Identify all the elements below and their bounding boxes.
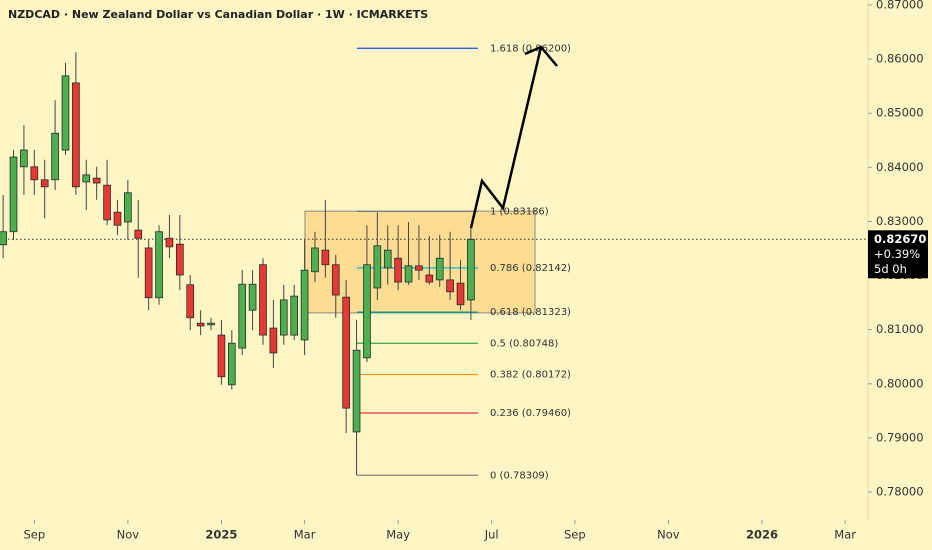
countdown-label: 5d 0h (874, 262, 907, 276)
y-tick-label: 0.83000 (876, 214, 924, 228)
candle-body (435, 257, 444, 281)
candle-body (196, 322, 205, 327)
y-tick-label: 0.85000 (876, 106, 924, 120)
candle-body (383, 249, 392, 269)
candle-body (207, 322, 215, 326)
y-tick-label: 0.81000 (876, 322, 924, 336)
candle-body (20, 149, 28, 168)
x-tick-label: Nov (657, 528, 680, 542)
candle-body (186, 284, 195, 319)
candle-body (248, 283, 257, 311)
candle-body (300, 269, 309, 341)
candle-body (217, 334, 226, 378)
candle-body (72, 82, 80, 188)
candle-body (51, 132, 59, 181)
x-tick-label: Mar (834, 528, 856, 542)
y-tick-label: 0.87000 (876, 0, 924, 12)
candle-body (144, 247, 153, 299)
candle-body (352, 349, 361, 433)
candle-body (404, 265, 413, 283)
x-tick-label: May (386, 528, 410, 542)
candle-body (134, 229, 143, 239)
candle-body (290, 295, 299, 336)
candle-body (238, 283, 247, 349)
candle-body (40, 179, 49, 188)
x-tick-label: Nov (117, 528, 140, 542)
candle-body (467, 238, 475, 301)
candle-body (155, 231, 163, 299)
candle-body (321, 249, 330, 266)
candle-body (30, 166, 39, 181)
fib-label: 0.382 (0.80172) (490, 369, 571, 380)
y-tick-label: 0.79000 (876, 430, 924, 444)
fib-label: 0.236 (0.79460) (490, 408, 571, 419)
x-tick-label: 2026 (746, 528, 778, 542)
candle-body (425, 274, 434, 283)
candle-body (9, 156, 18, 233)
candle-body (113, 211, 122, 226)
y-tick-label: 0.86000 (876, 52, 924, 66)
candle-body (259, 264, 267, 336)
candle-body (103, 184, 111, 221)
last-price-label: 0.82670 (874, 232, 926, 246)
candle-body (82, 174, 91, 183)
price-bubble (868, 230, 928, 279)
candle-body (415, 265, 423, 271)
candle-body (363, 264, 371, 359)
y-tick-label: 0.78000 (876, 485, 924, 499)
forecast-arrowhead (524, 45, 558, 67)
y-tick-label: 0.80000 (876, 376, 924, 390)
candle-body (373, 245, 382, 289)
candle-body (165, 237, 174, 248)
candle-body (394, 257, 402, 283)
candle-body (61, 75, 70, 151)
candle-body (279, 299, 288, 336)
candle-body (176, 243, 184, 276)
fib-label: 1.618 (0.86200) (490, 43, 571, 54)
candle-body (342, 296, 350, 409)
candle-body (269, 327, 278, 354)
change-label: +0.39% (874, 247, 920, 261)
y-tick-label: 0.84000 (876, 160, 924, 174)
fib-label: 0.5 (0.80748) (490, 338, 558, 349)
candle-body (331, 264, 340, 296)
fib-label: 0.618 (0.81323) (490, 307, 571, 318)
forecast-path (469, 46, 543, 229)
x-tick-label: Mar (294, 528, 316, 542)
range-box (304, 210, 536, 314)
fib-label: 1 (0.83186) (490, 206, 549, 217)
candle-body (446, 279, 454, 293)
x-tick-label: 2025 (205, 528, 237, 542)
x-tick-label: Sep (564, 528, 586, 542)
candle-body (0, 231, 7, 246)
candle-body (456, 282, 465, 306)
candle-body (311, 247, 319, 273)
x-tick-label: Jul (484, 528, 499, 542)
candle-body (227, 342, 236, 386)
chart-title: NZDCAD · New Zealand Dollar vs Canadian … (8, 8, 428, 21)
fib-label: 0.786 (0.82142) (490, 263, 571, 274)
candle-body (92, 177, 101, 184)
candle-body (124, 192, 132, 223)
x-tick-label: Sep (23, 528, 45, 542)
fib-label: 0 (0.78309) (490, 470, 549, 481)
